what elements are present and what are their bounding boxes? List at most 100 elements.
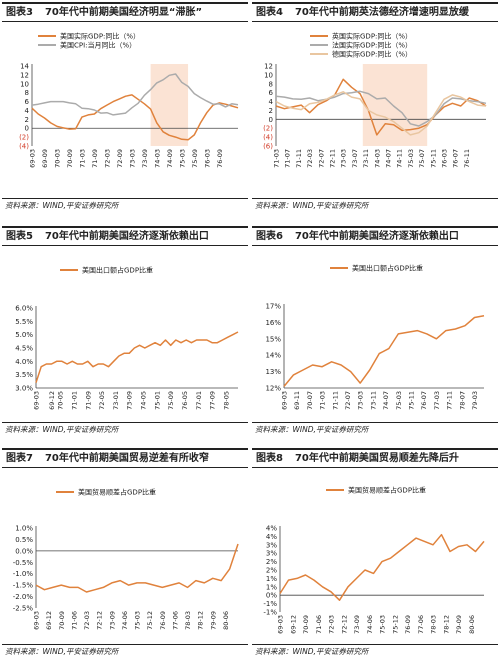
- y-tick-label: 4.0%: [15, 358, 33, 366]
- x-tick-label: 69-03: [29, 149, 37, 168]
- x-tick-label: 69-03: [33, 391, 41, 410]
- series-line: [283, 315, 485, 387]
- legend-label: 德国实际GDP:同比（%）: [332, 50, 412, 59]
- x-tick-label: 73-09: [108, 611, 116, 630]
- source-note: 资料来源：WIND,平安证券研究所: [252, 198, 498, 214]
- x-tick-label: 70-03: [53, 149, 61, 168]
- legend-label: 美国出口额占GDP比重: [352, 264, 423, 273]
- x-tick-label: 69-03: [281, 391, 289, 410]
- figure-title: 70年代中前期美国经济逐渐依赖出口: [44, 231, 209, 242]
- y-tick-label: 6: [269, 89, 274, 97]
- x-tick-label: 71-09: [91, 149, 99, 168]
- chart-figure-6: 12% 13% 14% 15% 16% 17% 69-03 69-11 70-07 71-03 71…: [265, 264, 485, 410]
- x-tick-label: 76-09: [404, 615, 412, 634]
- x-tick-label: 75-12: [391, 615, 399, 634]
- x-tick-label: 77-01: [195, 391, 203, 410]
- x-tick-label: 72-03: [306, 149, 314, 168]
- x-tick-label: 71-03: [78, 149, 86, 168]
- figure-title: 70年代中前期美国贸易逆差有所收窄: [44, 453, 209, 464]
- y-tick-label: 4.5%: [15, 345, 33, 353]
- x-tick-label: 72-12: [96, 611, 104, 630]
- x-tick-label: 78-12: [197, 611, 205, 630]
- legend-label: 美国实际GDP:同比（%）: [60, 32, 140, 41]
- y-tick-label: (2): [263, 125, 273, 133]
- x-tick-label: 69-09: [41, 149, 49, 168]
- figure-8-panel: 图表8 70年代中前期美国贸易顺差先降后升 -1% -1% 0% 1% 1% 2% 2% 3% 3…: [252, 448, 498, 663]
- x-tick-label: 75-12: [146, 611, 154, 630]
- source-note: 资料来源：WIND,平安证券研究所: [2, 198, 248, 214]
- x-tick-label: 71-11: [295, 149, 303, 168]
- y-tick-label: 0: [25, 125, 29, 133]
- x-tick-label: 78-03: [430, 615, 438, 634]
- x-tick-label: 75-09: [167, 391, 175, 410]
- y-tick-label: 4%: [266, 525, 277, 533]
- x-tick-label: 75-03: [134, 611, 142, 630]
- y-tick-label: 1.0%: [15, 525, 33, 533]
- x-tick-label: 74-03: [373, 149, 381, 168]
- figure-6-panel: 图表6 70年代中前期美国经济逐渐依赖出口 12% 13% 14% 15% 16% 17% 6…: [252, 226, 498, 441]
- figure-header: 图表4 70年代中前期英法德经济增速明显放缓: [252, 2, 498, 22]
- y-tick-label: 8: [269, 80, 273, 88]
- x-tick-label: 69-03: [33, 611, 41, 630]
- y-tick-label: 1%: [266, 575, 277, 583]
- x-tick-label: 75-11: [429, 149, 437, 168]
- y-tick-label: 2: [269, 107, 273, 115]
- x-tick-label: 71-03: [273, 149, 281, 168]
- x-tick-label: 76-07: [420, 391, 428, 410]
- series-line: [31, 94, 239, 141]
- figure-title: 70年代中前期美国经济明显“滞胀”: [44, 7, 203, 18]
- series-line: [275, 90, 487, 127]
- y-tick-label: 12%: [265, 385, 281, 393]
- legend-label: 美国贸易顺差占GDP比重: [78, 488, 156, 497]
- x-tick-label: 78-05: [222, 391, 230, 410]
- figure-title: 70年代中前期美国贸易顺差先降后升: [294, 453, 459, 464]
- series-line: [275, 78, 487, 136]
- figure-number: 图表7: [6, 453, 33, 464]
- y-tick-label: 0%: [266, 592, 277, 600]
- x-tick-label: 71-03: [319, 391, 327, 410]
- y-tick-label: 16%: [265, 319, 281, 327]
- y-tick-label: 4%: [266, 533, 277, 541]
- y-tick-label: -2.0%: [13, 593, 34, 601]
- y-tick-label: -1.5%: [13, 582, 34, 590]
- x-tick-label: 70-09: [302, 615, 310, 634]
- x-tick-label: 79-09: [209, 611, 217, 630]
- x-tick-label: 71-07: [284, 149, 292, 168]
- source-note: 资料来源：WIND,平安证券研究所: [2, 644, 248, 660]
- x-tick-label: 71-06: [315, 615, 323, 634]
- chart-figure-7: -2.5% -2.0% -1.5% -1.0% -0.5% 0.0% 0.5% 1.0% 69-…: [13, 488, 239, 630]
- y-tick-label: (2): [19, 134, 29, 142]
- series-line: [35, 331, 239, 383]
- x-tick-label: 75-03: [395, 391, 403, 410]
- y-tick-label: 4: [269, 98, 274, 106]
- x-tick-label: 74-06: [366, 615, 374, 634]
- series-line: [35, 543, 239, 593]
- x-tick-label: 79-09: [455, 615, 463, 634]
- y-tick-label: (6): [263, 143, 273, 151]
- x-tick-label: 70-09: [66, 149, 74, 168]
- x-tick-label: 77-11: [446, 391, 454, 410]
- x-tick-label: 76-11: [463, 149, 471, 168]
- x-tick-label: 79-03: [471, 391, 479, 410]
- x-tick-label: 75-09: [191, 149, 199, 168]
- x-tick-label: 73-01: [112, 391, 120, 410]
- x-tick-label: 74-11: [396, 149, 404, 168]
- y-tick-label: 15%: [265, 335, 281, 343]
- figure-number: 图表3: [6, 7, 33, 18]
- x-tick-label: 75-03: [407, 149, 415, 168]
- y-tick-label: -1.0%: [13, 570, 34, 578]
- x-tick-label: 77-09: [209, 391, 217, 410]
- x-tick-label: 76-09: [216, 149, 224, 168]
- y-tick-label: 3%: [266, 541, 277, 549]
- y-tick-label: 4: [25, 107, 30, 115]
- x-tick-label: 77-06: [417, 615, 425, 634]
- y-tick-label: 2%: [266, 567, 277, 575]
- y-tick-label: 2: [25, 116, 29, 124]
- y-tick-label: 10: [264, 71, 273, 79]
- figure-3-panel: 图表3 70年代中前期美国经济明显“滞胀” (4) (2) 0 2 4 6 8 10 12 14 69…: [2, 2, 248, 217]
- x-tick-label: 72-03: [103, 149, 111, 168]
- x-tick-label: 69-12: [48, 391, 56, 410]
- x-tick-label: 80-06: [468, 615, 476, 634]
- x-tick-label: 77-06: [171, 611, 179, 630]
- y-tick-label: (4): [19, 143, 29, 151]
